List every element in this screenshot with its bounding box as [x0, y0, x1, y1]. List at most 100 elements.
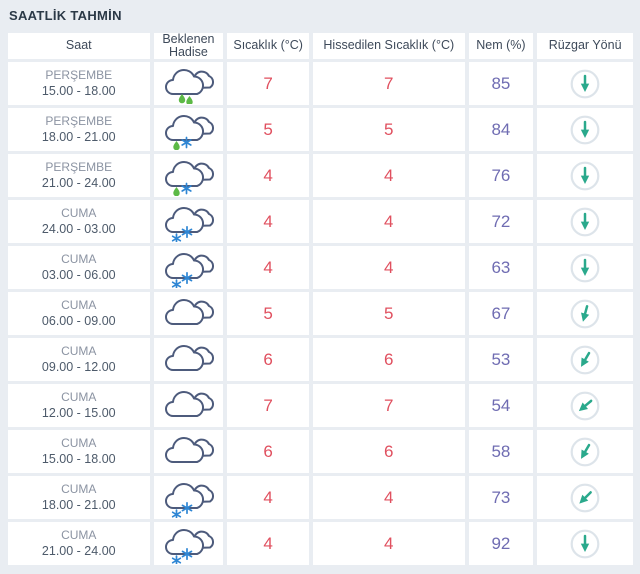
wind-direction-cell: [537, 108, 633, 151]
weather-icon-cell: [153, 522, 224, 565]
sleet-cloud-icon: [162, 156, 215, 196]
temperature-value: 6: [227, 430, 310, 473]
humidity-value: 84: [468, 108, 534, 151]
feels-like-value: 5: [313, 292, 465, 335]
snow-cloud-icon: [162, 478, 215, 518]
forecast-row: PERŞEMBE 21.00 - 24.00 4 4 76: [8, 154, 633, 197]
temperature-value: 7: [227, 62, 310, 105]
wind-direction-cell: [537, 522, 633, 565]
time-cell: CUMA 06.00 - 09.00: [8, 292, 150, 335]
temperature-value: 5: [227, 108, 310, 151]
feels-like-value: 4: [313, 246, 465, 289]
clouds-icon: [162, 432, 215, 472]
wind-direction-icon: [570, 299, 600, 329]
feels-like-value: 5: [313, 108, 465, 151]
forecast-row: CUMA 12.00 - 15.00 7 7 54: [8, 384, 633, 427]
time-cell: CUMA 24.00 - 03.00: [8, 200, 150, 243]
forecast-row: CUMA 21.00 - 24.00 4 4 92: [8, 522, 633, 565]
time-range-label: 12.00 - 15.00: [41, 405, 116, 420]
weather-icon-cell: [153, 246, 224, 289]
weather-icon-cell: [153, 384, 224, 427]
feels-like-value: 6: [313, 338, 465, 381]
wind-direction-cell: [537, 62, 633, 105]
forecast-row: CUMA 24.00 - 03.00 4 4 72: [8, 200, 633, 243]
column-header-nem: Nem (%): [468, 33, 534, 59]
weather-icon-cell: [153, 476, 224, 519]
weather-icon-cell: [153, 200, 224, 243]
feels-like-value: 4: [313, 200, 465, 243]
time-range-label: 18.00 - 21.00: [41, 497, 116, 512]
day-label: CUMA: [61, 436, 97, 451]
wind-direction-cell: [537, 384, 633, 427]
time-range-label: 15.00 - 18.00: [41, 83, 116, 98]
humidity-value: 67: [468, 292, 534, 335]
humidity-value: 73: [468, 476, 534, 519]
temperature-value: 4: [227, 476, 310, 519]
snow-cloud-icon: [162, 248, 215, 288]
forecast-row: PERŞEMBE 15.00 - 18.00 7 7 85: [8, 62, 633, 105]
time-range-label: 06.00 - 09.00: [41, 313, 116, 328]
wind-direction-cell: [537, 430, 633, 473]
temperature-value: 4: [227, 246, 310, 289]
sleet-cloud-icon: [162, 110, 215, 150]
wind-direction-icon: [570, 115, 600, 145]
humidity-value: 72: [468, 200, 534, 243]
snow-cloud-icon: [162, 524, 215, 564]
time-range-label: 18.00 - 21.00: [41, 129, 116, 144]
humidity-value: 76: [468, 154, 534, 197]
time-range-label: 21.00 - 24.00: [41, 543, 116, 558]
temperature-value: 4: [227, 154, 310, 197]
forecast-row: PERŞEMBE 18.00 - 21.00 5 5 84: [8, 108, 633, 151]
clouds-icon: [162, 340, 215, 380]
forecast-row: CUMA 18.00 - 21.00 4 4 73: [8, 476, 633, 519]
weather-icon-cell: [153, 108, 224, 151]
time-range-label: 03.00 - 06.00: [41, 267, 116, 282]
column-header-ruzgar-yonu: Rüzgar Yönü: [537, 33, 633, 59]
table-header-row: Saat Beklenen Hadise Sıcaklık (°C) Hisse…: [8, 32, 633, 59]
day-label: PERŞEMBE: [45, 68, 113, 83]
wind-direction-icon: [570, 345, 600, 375]
weather-icon-cell: [153, 154, 224, 197]
day-label: CUMA: [61, 344, 97, 359]
temperature-value: 7: [227, 384, 310, 427]
wind-direction-icon: [570, 483, 600, 513]
page-title: SAATLİK TAHMİN: [9, 8, 122, 23]
time-cell: CUMA 03.00 - 06.00: [8, 246, 150, 289]
weather-icon-cell: [153, 292, 224, 335]
weather-icon-cell: [153, 62, 224, 105]
forecast-row: CUMA 15.00 - 18.00 6 6 58: [8, 430, 633, 473]
day-label: CUMA: [61, 252, 97, 267]
wind-direction-cell: [537, 338, 633, 381]
temperature-value: 4: [227, 522, 310, 565]
humidity-value: 92: [468, 522, 534, 565]
forecast-row: CUMA 03.00 - 06.00 4 4 63: [8, 246, 633, 289]
day-label: CUMA: [61, 482, 97, 497]
time-range-label: 21.00 - 24.00: [41, 175, 116, 190]
forecast-table: Saat Beklenen Hadise Sıcaklık (°C) Hisse…: [8, 32, 633, 565]
time-range-label: 24.00 - 03.00: [41, 221, 116, 236]
time-cell: CUMA 18.00 - 21.00: [8, 476, 150, 519]
time-cell: PERŞEMBE 15.00 - 18.00: [8, 62, 150, 105]
humidity-value: 85: [468, 62, 534, 105]
time-cell: CUMA 15.00 - 18.00: [8, 430, 150, 473]
forecast-row: CUMA 06.00 - 09.00 5 5 67: [8, 292, 633, 335]
column-header-hissedilen-sicaklik: Hissedilen Sıcaklık (°C): [313, 33, 465, 59]
wind-direction-cell: [537, 246, 633, 289]
feels-like-value: 4: [313, 522, 465, 565]
rain-cloud-icon: [162, 64, 215, 104]
humidity-value: 53: [468, 338, 534, 381]
forecast-rows: PERŞEMBE 15.00 - 18.00 7 7 85 PERŞEMBE 1…: [8, 62, 633, 565]
temperature-value: 4: [227, 200, 310, 243]
day-label: CUMA: [61, 206, 97, 221]
time-cell: CUMA 21.00 - 24.00: [8, 522, 150, 565]
clouds-icon: [162, 294, 215, 334]
wind-direction-cell: [537, 292, 633, 335]
wind-direction-icon: [570, 437, 600, 467]
time-cell: CUMA 09.00 - 12.00: [8, 338, 150, 381]
time-range-label: 09.00 - 12.00: [41, 359, 116, 374]
column-header-sicaklik: Sıcaklık (°C): [227, 33, 310, 59]
column-header-saat: Saat: [8, 33, 150, 59]
clouds-icon: [162, 386, 215, 426]
day-label: CUMA: [61, 390, 97, 405]
